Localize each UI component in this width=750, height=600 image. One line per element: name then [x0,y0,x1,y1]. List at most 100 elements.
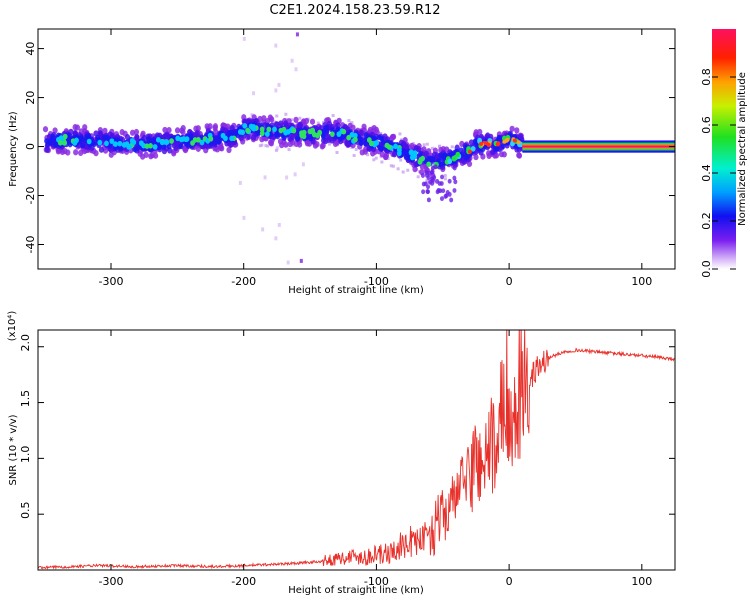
ridge-dot [308,135,313,142]
colorbar-label: Normalized spectral amplitude [737,72,748,226]
ridge-highlight [196,137,201,143]
x-tick-label: -300 [99,575,124,588]
colorbar-tick-label: 0.8 [700,68,713,86]
tail-dot [432,175,437,180]
x-tick-label: 0 [506,575,513,588]
ridge-highlight [470,146,476,152]
noise-dot [299,258,303,263]
noise-dot [430,146,434,150]
ridge-dot [133,128,140,136]
ridge-highlight [199,139,205,146]
ridge-dot [379,145,384,152]
ridge-highlight [272,126,277,133]
noise-dot [293,172,297,177]
ridge-dot [161,144,167,150]
ridge-dot [74,124,81,131]
ridge-dot [423,150,429,157]
ridge-highlight [259,126,265,133]
ridge-highlight [329,131,335,137]
ridge-dot [47,138,53,145]
y-tick-label: -20 [24,187,37,205]
tail-dot [435,178,440,184]
ridge-dot [148,153,154,160]
ridge-dot [113,137,118,143]
ridge-highlight [113,141,118,147]
ridge-dot [166,143,172,150]
ridge-dot [287,140,293,148]
noise-dot [264,144,268,148]
ridge-dot [102,127,108,134]
spectrogram-panel: -300 -200 -100 0 100 40 20 0 -20 -40 Height of st… [8,28,676,296]
ridge-dot [514,127,520,134]
ridge-highlight [181,136,187,142]
ridge-dot [362,148,368,155]
ridge-highlight [240,129,246,136]
ridge-highlight [311,131,317,138]
tail-dot [439,181,444,186]
ridge-dot [417,150,423,157]
noise-dot [275,146,279,151]
figure-title: C2E1.2024.158.23.59.R12 [269,3,440,18]
ridge-highlight [418,156,424,163]
ridge-highlight [451,155,457,162]
ridge-dot [113,145,118,151]
ridge-dot [363,136,369,143]
ridge-core [502,139,507,144]
ridge-highlight [138,140,144,146]
spectrogram-ylabel: Frequency (Hz) [8,111,19,187]
snr-ticks: -300 -200 -100 0 100 0.5 1.0 1.5 2.0 [19,330,675,588]
tail-dot [452,165,457,171]
ridge-dot [95,134,100,141]
noise-dot [380,160,384,164]
ridge-highlight [510,140,515,147]
noise-dot [266,144,270,148]
ridge-dot [440,155,446,162]
tail-dot [427,170,432,176]
ridge-highlight [97,139,103,146]
ridge-dot [53,142,59,148]
ridge-dot [498,151,505,158]
ridge-dot [473,129,479,136]
ridge-highlight [250,125,256,132]
noise-dot [316,121,320,125]
ridge-highlight [117,140,123,147]
y-tick-label: 2.0 [19,334,32,352]
noise-dot [272,120,276,124]
tail-dot [430,180,435,186]
ridge-highlight [259,130,265,137]
colorbar-ticks: 0.0 0.2 0.4 0.6 0.8 [700,68,736,278]
ridge-dot [278,120,284,127]
noise-dot [443,177,447,181]
ridge-dot [255,130,260,136]
noise-dot [352,153,356,157]
noise-dot [274,43,278,48]
noise-dot [437,145,441,149]
ridge-dot [108,151,114,158]
ridge-dot [509,125,515,132]
noise-dot [379,131,383,135]
ridge-dot [295,135,300,142]
spectrogram-ticks: -300 -200 -100 0 100 40 20 0 -20 -40 [24,29,675,288]
ridge-dot [226,146,232,154]
colorbar-tick-label: 0.4 [700,164,713,182]
noise-dot [295,32,299,37]
noise-dot [401,170,405,174]
noise-dot [328,142,332,146]
x-tick-label: -100 [364,275,389,288]
noise-dot [335,150,339,154]
tail-dot [440,174,445,180]
tail-dot [441,188,446,194]
noise-dot [274,148,278,152]
x-tick-label: -200 [231,575,256,588]
ridge-dot [309,118,316,125]
y-tick-label: 1.5 [19,390,32,408]
noise-dot [398,132,402,136]
tail-dot [420,173,425,178]
ridge-dot [80,142,86,149]
ridge-dot [324,128,330,135]
ridge-highlight [155,137,161,143]
snr-panel: -300 -200 -100 0 100 0.5 1.0 1.5 2.0 Height of s… [7,311,676,596]
spectrogram-frame [37,28,676,270]
noise-dot [238,180,242,185]
